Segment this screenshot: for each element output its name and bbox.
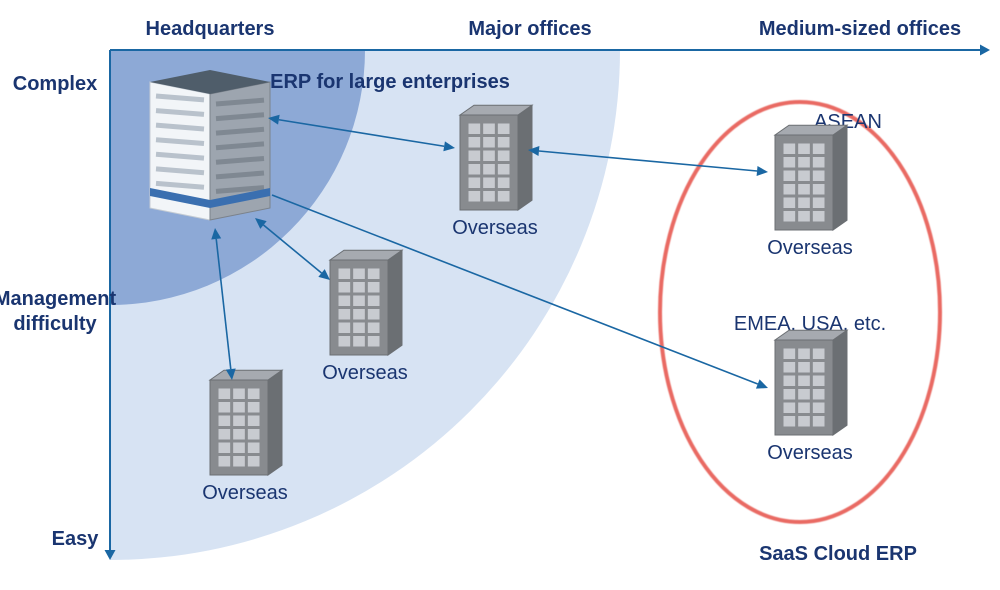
label-overseas-asean: Overseas bbox=[767, 237, 853, 259]
label-overseas-major-low: Overseas bbox=[202, 482, 288, 504]
label-overseas-major-mid: Overseas bbox=[322, 362, 408, 384]
label-headquarters: Headquarters bbox=[146, 18, 275, 40]
label-mgmt-2: difficulty bbox=[13, 313, 97, 335]
label-erp-large: ERP for large enterprises bbox=[270, 71, 510, 93]
label-complex: Complex bbox=[13, 73, 97, 95]
office-emea bbox=[775, 330, 847, 435]
office-major-top bbox=[460, 105, 532, 210]
x-axis-arrow bbox=[980, 45, 990, 56]
label-easy: Easy bbox=[52, 528, 100, 550]
office-major-low bbox=[210, 370, 282, 475]
label-mgmt-1: Management bbox=[0, 288, 116, 310]
label-overseas-major-top: Overseas bbox=[452, 217, 538, 239]
office-asean bbox=[775, 125, 847, 230]
label-major-offices: Major offices bbox=[468, 18, 591, 40]
label-saas: SaaS Cloud ERP bbox=[759, 543, 917, 565]
label-medium-offices: Medium-sized offices bbox=[759, 18, 961, 40]
label-overseas-emea: Overseas bbox=[767, 442, 853, 464]
hq-building-icon bbox=[150, 70, 270, 220]
office-major-mid bbox=[330, 250, 402, 355]
